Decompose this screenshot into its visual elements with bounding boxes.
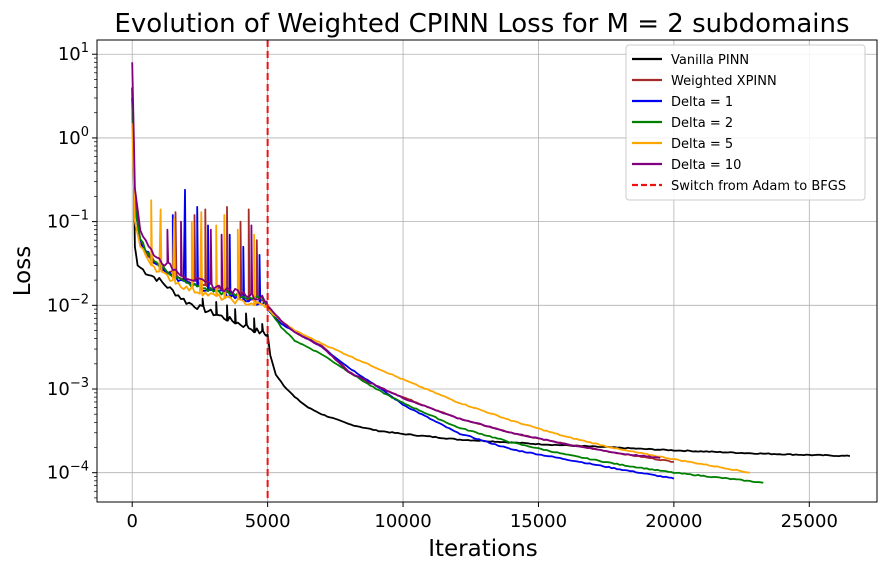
legend-box xyxy=(625,44,866,201)
series-line-vanilla-pinn xyxy=(131,87,851,457)
legend-label: Switch from Adam to BFGS xyxy=(671,179,846,194)
x-tick-label: 25000 xyxy=(781,511,838,532)
series-line-delta-5 xyxy=(131,123,750,474)
legend-label: Delta = 10 xyxy=(671,158,741,173)
plot-frame xyxy=(96,39,878,503)
x-tick-label: 20000 xyxy=(645,511,702,532)
legend: Vanilla PINN Weighted XPINN Delta = 1 Delta… xyxy=(625,44,866,201)
y-axis-label: Loss xyxy=(10,246,36,296)
legend-label: Delta = 2 xyxy=(671,116,733,131)
y-axis: 101 100 10−1 10−2 10−3 10−4 xyxy=(47,41,97,499)
x-tick-label: 0 xyxy=(126,511,137,532)
legend-label: Delta = 1 xyxy=(671,95,733,110)
x-tick-label: 5000 xyxy=(245,511,291,532)
y-tick-label: 10−3 xyxy=(47,376,89,400)
x-axis-label: Iterations xyxy=(428,536,538,562)
chart-title: Evolution of Weighted CPINN Loss for M =… xyxy=(114,9,849,39)
y-tick-label: 100 xyxy=(58,125,89,149)
y-tick-label: 10−4 xyxy=(47,460,89,484)
x-axis: 0 5000 10000 15000 20000 25000 xyxy=(126,502,838,532)
series-line-delta-2 xyxy=(131,104,764,484)
legend-label: Delta = 5 xyxy=(671,137,733,152)
series-line-delta-10 xyxy=(131,62,661,459)
y-tick-label: 10−1 xyxy=(47,209,89,233)
series-layer xyxy=(131,62,851,484)
x-tick-label: 10000 xyxy=(374,511,431,532)
y-tick-label: 10−2 xyxy=(47,292,89,316)
y-tick-label: 101 xyxy=(58,41,89,65)
legend-label: Vanilla PINN xyxy=(671,53,749,68)
legend-label: Weighted XPINN xyxy=(671,74,777,89)
x-tick-label: 15000 xyxy=(510,511,567,532)
